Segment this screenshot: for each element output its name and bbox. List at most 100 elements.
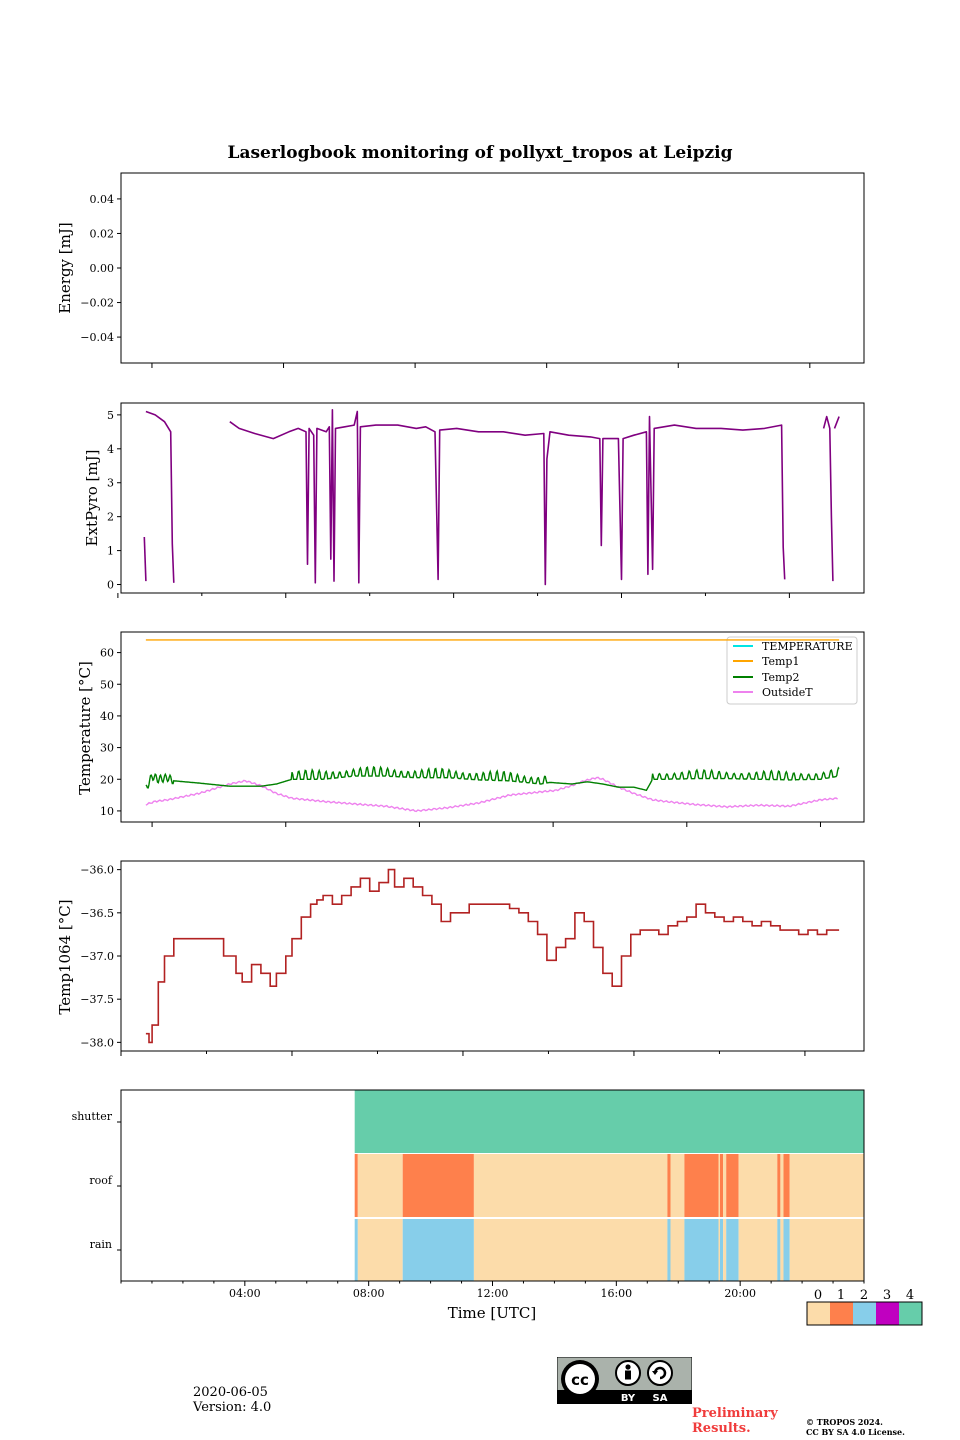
sa-arc bbox=[653, 1366, 667, 1380]
rain-cell-9 bbox=[723, 1219, 727, 1281]
extpyro-ytick-label-0: 0 bbox=[107, 579, 114, 592]
extpyro-ytick-label-2: 2 bbox=[107, 511, 114, 524]
extpyro-ytick-label-3: 3 bbox=[107, 477, 114, 490]
footer-version: Version: 4.0 bbox=[193, 1400, 272, 1415]
temperature-ytick-label-2: 30 bbox=[100, 742, 114, 755]
copyright-note: © TROPOS 2024. CC BY SA 4.0 License. bbox=[806, 1417, 905, 1437]
roof-cell-15 bbox=[789, 1154, 864, 1217]
shutter-cell-0 bbox=[354, 1090, 864, 1153]
row-label-rain: rain bbox=[90, 1238, 112, 1251]
colorbar-frame bbox=[806, 1301, 923, 1326]
energy-ytick-label-4: 0.04 bbox=[90, 193, 115, 206]
sa-share-alike-icon bbox=[647, 1360, 673, 1386]
figure-title: Laserlogbook monitoring of pollyxt_tropo… bbox=[227, 143, 732, 163]
extpyro-panel: ExtPyro [mJ] 0 1 2 3 4 5 bbox=[83, 402, 865, 598]
extpyro-ytick-label-4: 4 bbox=[107, 443, 114, 456]
temp1064-line bbox=[145, 868, 840, 1044]
extpyro-ytick-label-1: 1 bbox=[107, 545, 114, 558]
temp1064-ytick-label-0: −38.0 bbox=[80, 1036, 114, 1049]
cc-icon bbox=[565, 1364, 595, 1394]
status-xlabel: Time [UTC] bbox=[448, 1304, 537, 1322]
colorbar-label-0: 0 bbox=[814, 1288, 822, 1303]
status-xtick-label-2: 12:00 bbox=[477, 1287, 509, 1300]
roof-cell-1 bbox=[357, 1154, 403, 1217]
rain-cell-1 bbox=[357, 1219, 403, 1281]
roof-cell-5 bbox=[670, 1154, 685, 1217]
colorbar-swatch-3 bbox=[876, 1302, 899, 1325]
legend-temp1: Temp1 bbox=[762, 655, 799, 668]
legend-box bbox=[726, 636, 858, 705]
temperature-ytick-label-4: 50 bbox=[100, 678, 114, 691]
colorbar-label-3: 3 bbox=[883, 1288, 891, 1303]
temperature-plot-frame bbox=[120, 631, 865, 823]
sa-text: SA bbox=[653, 1393, 668, 1404]
temp1064-ytick-label-1: −37.5 bbox=[80, 993, 114, 1006]
roof-cell-10 bbox=[726, 1154, 739, 1217]
extpyro-plot-frame bbox=[120, 402, 865, 594]
roof-cell-4 bbox=[667, 1154, 671, 1217]
temperature-legend: TEMPERATURE Temp1 Temp2 OutsideT bbox=[726, 636, 858, 705]
status-xtick-label-1: 08:00 bbox=[353, 1287, 385, 1300]
energy-ytick-label-2: 0.00 bbox=[90, 262, 115, 275]
by-person-head bbox=[625, 1364, 631, 1370]
sa-arrow bbox=[652, 1371, 658, 1375]
temperature-ytick-label-0: 10 bbox=[100, 805, 114, 818]
energy-panel: Energy [mJ] −0.04 −0.02 0.00 0.02 0.04 bbox=[56, 172, 865, 368]
extpyro-line-segment-0 bbox=[143, 536, 147, 582]
rain-cell-15 bbox=[789, 1219, 864, 1281]
rain-cell-12 bbox=[777, 1219, 781, 1281]
temp1064-ylabel: Temp1064 [°C] bbox=[56, 899, 74, 1014]
cc-icon-mark: cc bbox=[571, 1371, 589, 1389]
rain-cell-3 bbox=[473, 1219, 668, 1281]
rain-cell-10 bbox=[726, 1219, 739, 1281]
roof-cell-14 bbox=[783, 1154, 790, 1217]
cc-by-sa-logo: cc BY SA bbox=[557, 1357, 692, 1404]
temperature-ytick-label-3: 40 bbox=[100, 710, 114, 723]
colorbar-label-2: 2 bbox=[860, 1288, 868, 1303]
extpyro-line-segment-4 bbox=[833, 416, 840, 429]
legend-temp2: Temp2 bbox=[762, 671, 799, 684]
row-label-shutter: shutter bbox=[72, 1110, 113, 1123]
temp1064-panel: Temp1064 [°C] −38.0 −37.5 −37.0 −36.5 −36.0 bbox=[56, 860, 865, 1056]
copyright-line-1: © TROPOS 2024. bbox=[806, 1417, 883, 1427]
rain-cell-5 bbox=[670, 1219, 685, 1281]
roof-cell-12 bbox=[777, 1154, 781, 1217]
temperature-ylabel: Temperature [°C] bbox=[76, 661, 94, 795]
status-xtick-label-4: 20:00 bbox=[724, 1287, 756, 1300]
rain-cell-8 bbox=[720, 1219, 724, 1281]
temp1064-ytick-label-4: −36.0 bbox=[80, 864, 114, 877]
roof-cell-0 bbox=[354, 1154, 358, 1217]
legend-outsidet: OutsideT bbox=[762, 686, 813, 699]
rain-cell-11 bbox=[738, 1219, 778, 1281]
status-colorbar: 0 1 2 3 4 bbox=[806, 1288, 923, 1326]
temp1064-ytick-label-3: −36.5 bbox=[80, 907, 114, 920]
temperature-panel: Temperature [°C] TEMPERATURE Temp1 Temp2… bbox=[76, 631, 865, 827]
colorbar-swatch-2 bbox=[853, 1302, 876, 1325]
extpyro-line-segment-1 bbox=[145, 410, 175, 583]
extpyro-line-segment-2 bbox=[229, 409, 786, 586]
colorbar-swatch-0 bbox=[807, 1302, 830, 1325]
copyright-line-2: CC BY SA 4.0 License. bbox=[806, 1427, 905, 1437]
preliminary-note: Preliminary Results. bbox=[692, 1406, 778, 1436]
footer-date: 2020-06-05 bbox=[193, 1385, 268, 1400]
energy-plot-frame bbox=[120, 172, 865, 364]
roof-cell-13 bbox=[780, 1154, 784, 1217]
by-text: BY bbox=[621, 1393, 636, 1404]
temperature-ytick-label-5: 60 bbox=[100, 647, 114, 660]
roof-cell-2 bbox=[402, 1154, 474, 1217]
preliminary-line-1: Preliminary bbox=[692, 1406, 778, 1421]
extpyro-line-segment-3 bbox=[822, 415, 834, 582]
roof-cell-8 bbox=[720, 1154, 724, 1217]
rain-cell-4 bbox=[667, 1219, 671, 1281]
colorbar-swatch-4 bbox=[899, 1302, 922, 1325]
preliminary-line-2: Results. bbox=[692, 1421, 751, 1436]
temp1064-ytick-label-2: −37.0 bbox=[80, 950, 114, 963]
extpyro-ylabel: ExtPyro [mJ] bbox=[83, 450, 101, 547]
temperature-ytick-label-1: 20 bbox=[100, 773, 114, 786]
outsidet-line bbox=[145, 776, 838, 813]
rain-cell-2 bbox=[402, 1219, 474, 1281]
by-person-body bbox=[625, 1370, 631, 1380]
status-panel: shutter roof rain Time [UTC] 04:00 08:00 1… bbox=[72, 1089, 865, 1322]
rain-cell-6 bbox=[684, 1219, 719, 1281]
